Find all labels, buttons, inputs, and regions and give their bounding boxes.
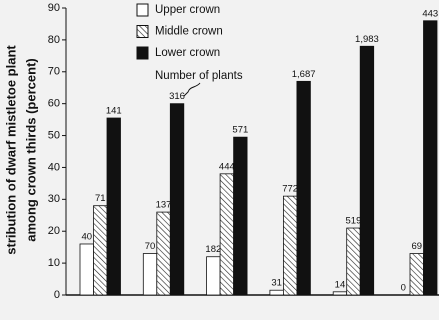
legend-swatch (136, 3, 149, 17)
bar (233, 136, 248, 296)
legend-swatch (136, 25, 149, 38)
count-label: 772 (282, 184, 298, 195)
count-label: 14 (335, 279, 346, 290)
counts-title: Number of plants (155, 70, 243, 82)
bar (156, 211, 171, 296)
bar (359, 45, 375, 296)
count-label: 40 (81, 231, 92, 242)
count-label: 316 (169, 91, 185, 102)
count-label: 70 (145, 241, 156, 252)
y-axis-title: stribution of dwarf mistletoe plant (3, 45, 18, 255)
legend-label: Lower crown (155, 47, 220, 59)
bar (169, 103, 185, 296)
bar (93, 205, 108, 296)
count-label: 444 (219, 161, 235, 172)
bar (79, 243, 94, 296)
count-label: 1,983 (355, 34, 379, 45)
y-tick-label: 50 (48, 129, 60, 141)
y-tick-label: 10 (48, 257, 60, 269)
count-label: 519 (346, 216, 362, 227)
count-label: 141 (106, 106, 122, 117)
annotation-arrow (183, 82, 201, 97)
bar (296, 80, 311, 296)
legend-label: Middle crown (155, 26, 223, 38)
bar (106, 117, 121, 296)
bar (269, 289, 284, 296)
legend-swatch (136, 46, 149, 60)
y-tick-label: 80 (48, 34, 60, 46)
y-tick-label: 0 (54, 289, 60, 301)
y-tick-label: 20 (48, 225, 60, 237)
bar (282, 195, 298, 296)
count-label: 443 (422, 8, 438, 19)
count-label: 71 (95, 193, 106, 204)
bar (409, 253, 424, 296)
count-label: 182 (205, 244, 221, 255)
y-tick-label: 70 (48, 66, 60, 78)
count-label: 1,687 (292, 69, 316, 80)
bar (142, 253, 158, 296)
y-tick-label: 90 (48, 2, 60, 14)
legend-label: Upper crown (155, 4, 220, 16)
count-label: 137 (156, 200, 172, 211)
count-label: 31 (271, 278, 282, 289)
y-tick-label: 30 (48, 193, 60, 205)
bar (423, 20, 438, 296)
count-label: 0 (401, 283, 406, 294)
bar (346, 227, 361, 296)
y-tick-label: 40 (48, 161, 60, 173)
bar (206, 256, 221, 296)
y-axis-title: among crown thirds (percent) (23, 58, 38, 241)
bar (332, 291, 348, 296)
count-label: 69 (411, 241, 422, 252)
count-label: 571 (232, 125, 248, 136)
bar (219, 173, 235, 296)
y-tick-label: 60 (48, 98, 60, 110)
